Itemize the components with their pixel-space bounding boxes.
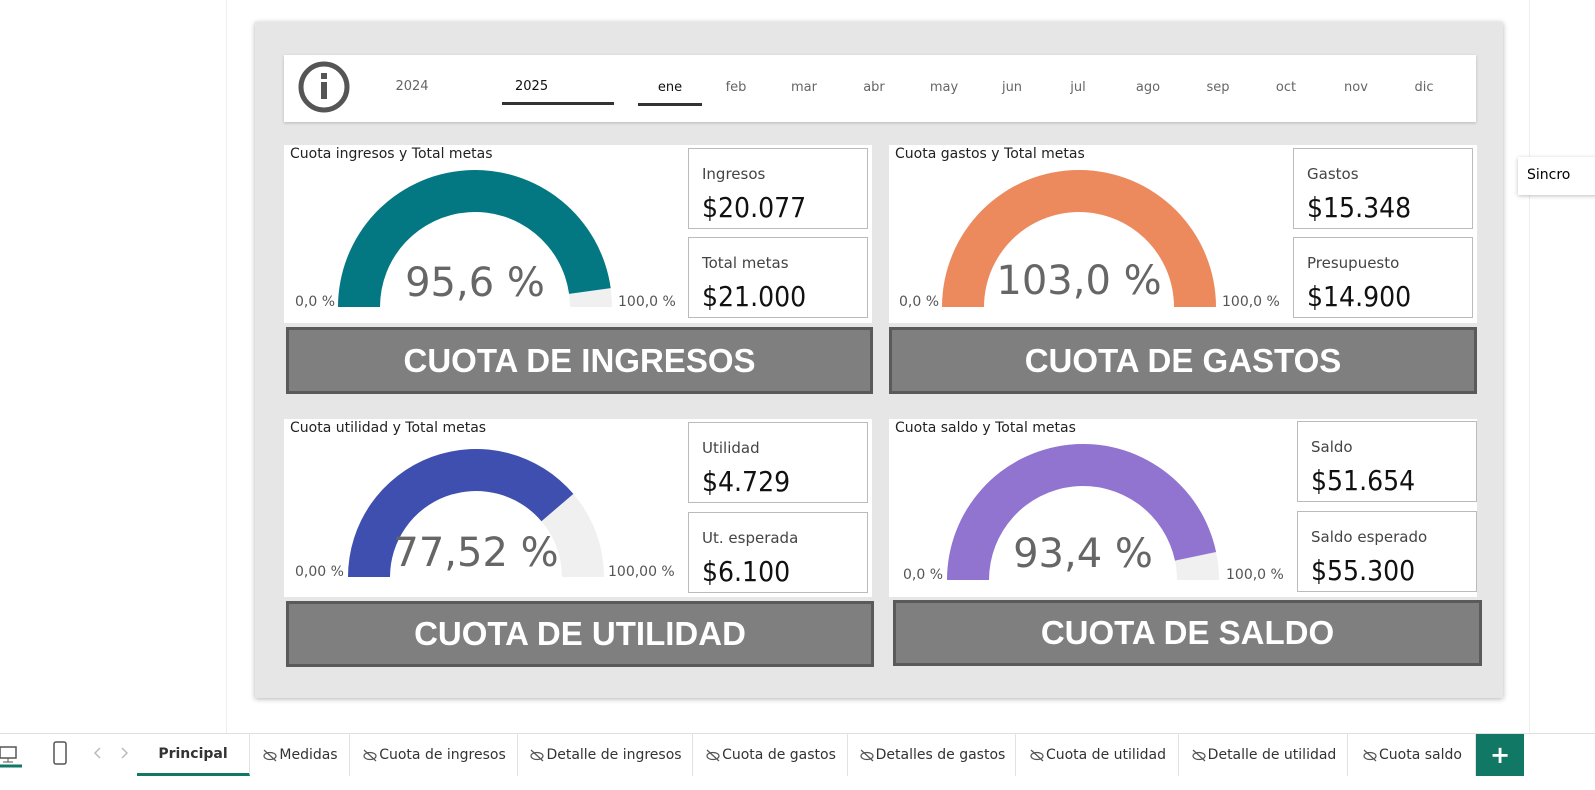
hidden-icon [263,749,277,762]
hidden-icon [860,749,874,762]
gauge: 93,4 % 0,0 % 100,0 % [903,444,1284,583]
tab-nav [0,741,129,768]
gauge: 95,6 % 0,0 % 100,0 % [295,170,676,310]
kpi-label: Saldo esperado [1311,528,1428,546]
hidden-icon [706,749,720,762]
month-option[interactable]: feb [725,80,747,95]
month-option[interactable]: jul [1070,80,1086,95]
gauge-min: 0,00 % [295,564,344,580]
kpi-label: Ingresos [702,165,766,183]
hidden-icon [530,749,545,762]
tab-label: Detalles de gastos [875,747,1006,763]
gauge-value: 95,6 % [405,260,545,306]
kpi-card: Gastos $15.348 [1293,148,1473,229]
add-page-button[interactable]: + [1476,734,1524,776]
page-tab[interactable]: Cuota saldo [1348,734,1476,776]
gauge-title: Cuota utilidad y Total metas [290,420,487,436]
year-option[interactable]: 2025 [502,79,614,105]
kpi-label: Ut. esperada [702,529,799,547]
section-banner[interactable]: CUOTA DE GASTOS [889,327,1477,394]
kpi-label: Saldo [1311,438,1353,456]
gauge-min: 0,0 % [295,294,335,310]
hidden-icon [1192,749,1206,762]
kpi-label: Presupuesto [1307,254,1400,272]
gauge-fill [942,170,1216,307]
gauge-fill [348,449,574,577]
kpi-label: Gastos [1307,165,1359,183]
month-option[interactable]: abr [863,80,885,95]
month-option[interactable]: ene [638,80,702,106]
month-option[interactable]: nov [1344,80,1368,95]
kpi-card: Saldo $51.654 [1297,421,1477,502]
gauge-value: 93,4 % [1013,531,1153,577]
kpi-value: $15.348 [1307,191,1412,224]
page-tab[interactable]: Cuota de ingresos [350,734,518,776]
tab-label: Principal [158,745,228,762]
page-tab[interactable]: Medidas [250,734,350,776]
page-tabs: Principal Medidas Cuota de ingresos Detalle… [0,733,1595,776]
tab-label: Cuota de gastos [722,747,836,763]
month-option[interactable]: ago [1135,80,1161,95]
month-option[interactable]: oct [1275,80,1297,95]
gauge-title: Cuota ingresos y Total metas [290,146,493,162]
kpi-label: Total metas [702,254,789,272]
kpi-value: $51.654 [1311,464,1416,497]
month-option[interactable]: sep [1206,80,1230,95]
page-tab[interactable]: Detalle de ingresos [518,734,693,776]
month-option[interactable]: jun [1001,80,1023,95]
kpi-label: Utilidad [702,439,760,457]
gauge-title: Cuota gastos y Total metas [895,146,1085,162]
gauge-fill [947,444,1217,580]
kpi-value: $6.100 [702,555,791,588]
gauge-max: 100,0 % [1222,294,1280,310]
hidden-icon [1030,749,1044,762]
section-banner[interactable]: CUOTA DE UTILIDAD [286,601,874,667]
kpi-card: Saldo esperado $55.300 [1297,511,1477,592]
page-tab[interactable]: Detalle de utilidad [1179,734,1348,776]
gauge-value: 103,0 % [996,258,1161,304]
page-tab[interactable]: Cuota de gastos [693,734,848,776]
page-tab[interactable]: Detalles de gastos [848,734,1016,776]
tab-label: Cuota de utilidad [1045,747,1167,763]
gauge: 103,0 % 0,0 % 100,0 % [899,170,1280,310]
gauge-fill [338,170,611,307]
kpi-card: Presupuesto $14.900 [1293,237,1473,318]
gauge-title: Cuota saldo y Total metas [895,420,1076,436]
kpi-card: Ut. esperada $6.100 [688,512,868,593]
page-tab[interactable]: Principal [137,734,250,776]
kpi-value: $4.729 [702,465,791,498]
hidden-icon [1363,749,1377,762]
kpi-card: Ingresos $20.077 [688,148,868,229]
gauge-max: 100,0 % [618,294,676,310]
gauge-value: 77,52 % [393,530,558,576]
tab-label: Cuota de ingresos [379,747,506,763]
kpi-value: $14.900 [1307,280,1412,313]
tooltip: Sincro [1518,157,1595,195]
month-option[interactable]: dic [1414,80,1434,95]
page-tab[interactable]: Cuota de utilidad [1016,734,1179,776]
tab-label: Detalle de utilidad [1207,747,1337,763]
month-option[interactable]: may [929,80,959,95]
date-slicer: 2024 2025 ene feb mar abr may jun jul ago sep oct no… [284,55,1476,122]
tab-label: Detalle de ingresos [546,747,682,763]
gauge-min: 0,0 % [899,294,939,310]
tab-label: Cuota saldo [1379,747,1462,763]
section-banner[interactable]: CUOTA DE INGRESOS [286,327,873,394]
gauge: 77,52 % 0,00 % 100,00 % [295,449,675,580]
kpi-value: $21.000 [702,280,807,313]
tab-label: Medidas [279,747,338,763]
hidden-icon [363,749,377,762]
kpi-card: Utilidad $4.729 [688,422,868,503]
section-banner[interactable]: CUOTA DE SALDO [893,600,1482,666]
gauge-min: 0,0 % [903,567,943,583]
gauge-max: 100,00 % [608,564,675,580]
kpi-value: $55.300 [1311,554,1416,587]
year-option[interactable]: 2024 [395,79,429,94]
month-option[interactable]: mar [791,80,817,95]
kpi-value: $20.077 [702,191,807,224]
kpi-card: Total metas $21.000 [688,237,868,318]
info-icon[interactable] [297,60,351,114]
gauge-max: 100,0 % [1226,567,1284,583]
